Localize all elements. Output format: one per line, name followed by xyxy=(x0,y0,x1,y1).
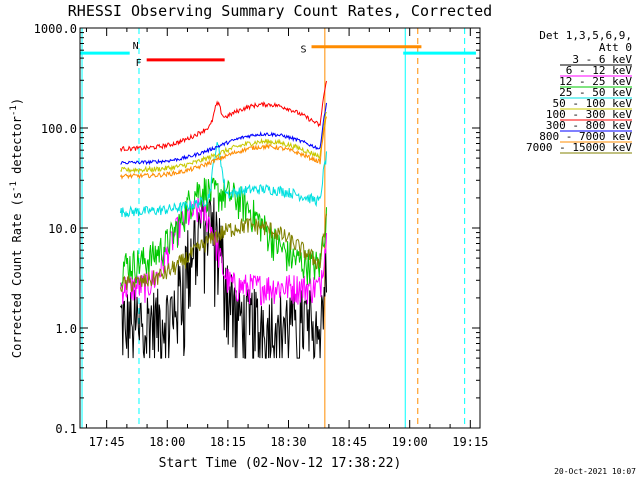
legend-label: 3 - 6 keV xyxy=(572,53,632,66)
x-tick-label: 18:00 xyxy=(149,435,185,449)
legend-label: 7000 - 15000 keV xyxy=(526,141,632,154)
x-tick-label: 17:45 xyxy=(89,435,125,449)
series-line xyxy=(120,177,327,287)
legend-label: 25 - 50 keV xyxy=(559,86,632,99)
series-line xyxy=(120,111,327,174)
x-axis: 17:45 18:00 18:15 18:30 18:45 19:00 19:15 xyxy=(85,28,488,449)
x-tick-label: 18:30 xyxy=(270,435,306,449)
series-line xyxy=(119,116,327,180)
y-tick-label: 0.1 xyxy=(55,422,77,436)
series-line xyxy=(119,142,327,218)
legend-label: 50 - 100 keV xyxy=(553,97,633,110)
flag-label: F xyxy=(136,58,142,69)
series-line xyxy=(119,80,327,153)
series-line xyxy=(120,102,327,166)
y-tick-label: 1000.0 xyxy=(34,22,77,36)
legend-label: 12 - 25 keV xyxy=(559,75,632,88)
y-axis: 1000.0 100.0 10.0 1.0 0.1 xyxy=(34,22,480,436)
series-line xyxy=(119,195,327,360)
legend-header-line1: Det 1,3,5,6,9, xyxy=(539,29,632,42)
legend-label: 100 - 300 keV xyxy=(546,108,632,121)
x-tick-label: 18:45 xyxy=(331,435,367,449)
y-tick-label: 10.0 xyxy=(48,222,77,236)
series-line xyxy=(119,213,327,293)
x-tick-label: 19:15 xyxy=(452,435,488,449)
chart-title: RHESSI Observing Summary Count Rates, Co… xyxy=(68,2,492,20)
y-axis-label: Corrected Count Rate (s-1 detector-1) xyxy=(9,98,24,358)
legend-label: 6 - 12 keV xyxy=(566,64,633,77)
y-tick-label: 1.0 xyxy=(55,322,77,336)
x-tick-label: 19:00 xyxy=(392,435,428,449)
footer-timestamp: 20-Oct-2021 10:07 xyxy=(554,467,636,476)
flag-label: S xyxy=(300,45,306,56)
legend-label: 300 - 800 keV xyxy=(546,119,632,132)
legend-label: 800 - 7000 keV xyxy=(539,130,632,143)
x-tick-label: 18:15 xyxy=(210,435,246,449)
flag-label: N xyxy=(133,41,139,52)
y-tick-label: 100.0 xyxy=(41,122,77,136)
x-axis-label: Start Time (02-Nov-12 17:38:22) xyxy=(159,456,402,471)
legend-header-line2: Att 0 xyxy=(599,41,632,54)
plot-area: NF S xyxy=(80,28,476,428)
series-line xyxy=(119,197,327,306)
